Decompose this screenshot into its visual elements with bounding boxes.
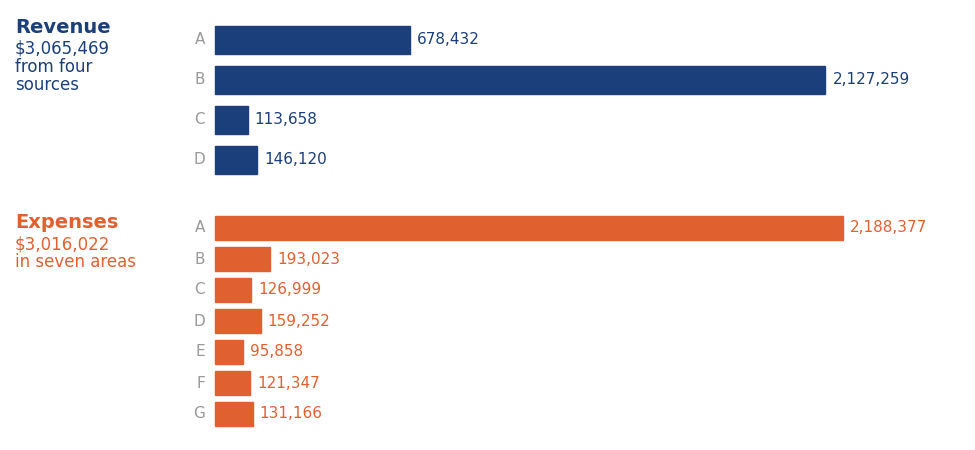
Text: A: A — [195, 220, 205, 235]
Text: Expenses: Expenses — [15, 213, 118, 232]
Text: 193,023: 193,023 — [278, 252, 340, 266]
Bar — [215, 66, 826, 94]
Bar — [215, 278, 252, 302]
Text: from four: from four — [15, 58, 93, 76]
Bar — [215, 26, 410, 54]
Text: $3,016,022: $3,016,022 — [15, 235, 110, 253]
Text: D: D — [193, 153, 205, 167]
Text: 2,188,377: 2,188,377 — [850, 220, 927, 235]
Text: B: B — [194, 252, 205, 266]
Text: $3,065,469: $3,065,469 — [15, 40, 110, 58]
Text: B: B — [194, 72, 205, 87]
Bar — [215, 340, 243, 364]
Text: C: C — [194, 283, 205, 297]
Text: A: A — [195, 32, 205, 48]
Text: 121,347: 121,347 — [256, 375, 320, 391]
Bar — [215, 371, 250, 395]
Text: sources: sources — [15, 76, 79, 94]
Text: 113,658: 113,658 — [254, 112, 318, 127]
Text: C: C — [194, 112, 205, 127]
Text: D: D — [193, 314, 205, 328]
Text: in seven areas: in seven areas — [15, 253, 136, 271]
Text: 146,120: 146,120 — [264, 153, 327, 167]
Text: 131,166: 131,166 — [259, 406, 323, 422]
Text: 126,999: 126,999 — [258, 283, 322, 297]
Bar — [215, 402, 253, 426]
Text: 95,858: 95,858 — [250, 345, 302, 360]
Bar — [215, 309, 260, 333]
Bar — [215, 146, 257, 174]
Bar — [215, 106, 248, 134]
Text: 2,127,259: 2,127,259 — [833, 72, 910, 87]
Bar — [215, 216, 843, 240]
Text: E: E — [195, 345, 205, 360]
Text: Revenue: Revenue — [15, 18, 110, 37]
Text: G: G — [193, 406, 205, 422]
Text: 159,252: 159,252 — [268, 314, 331, 328]
Bar — [215, 247, 270, 271]
Text: 678,432: 678,432 — [416, 32, 480, 48]
Text: F: F — [196, 375, 205, 391]
